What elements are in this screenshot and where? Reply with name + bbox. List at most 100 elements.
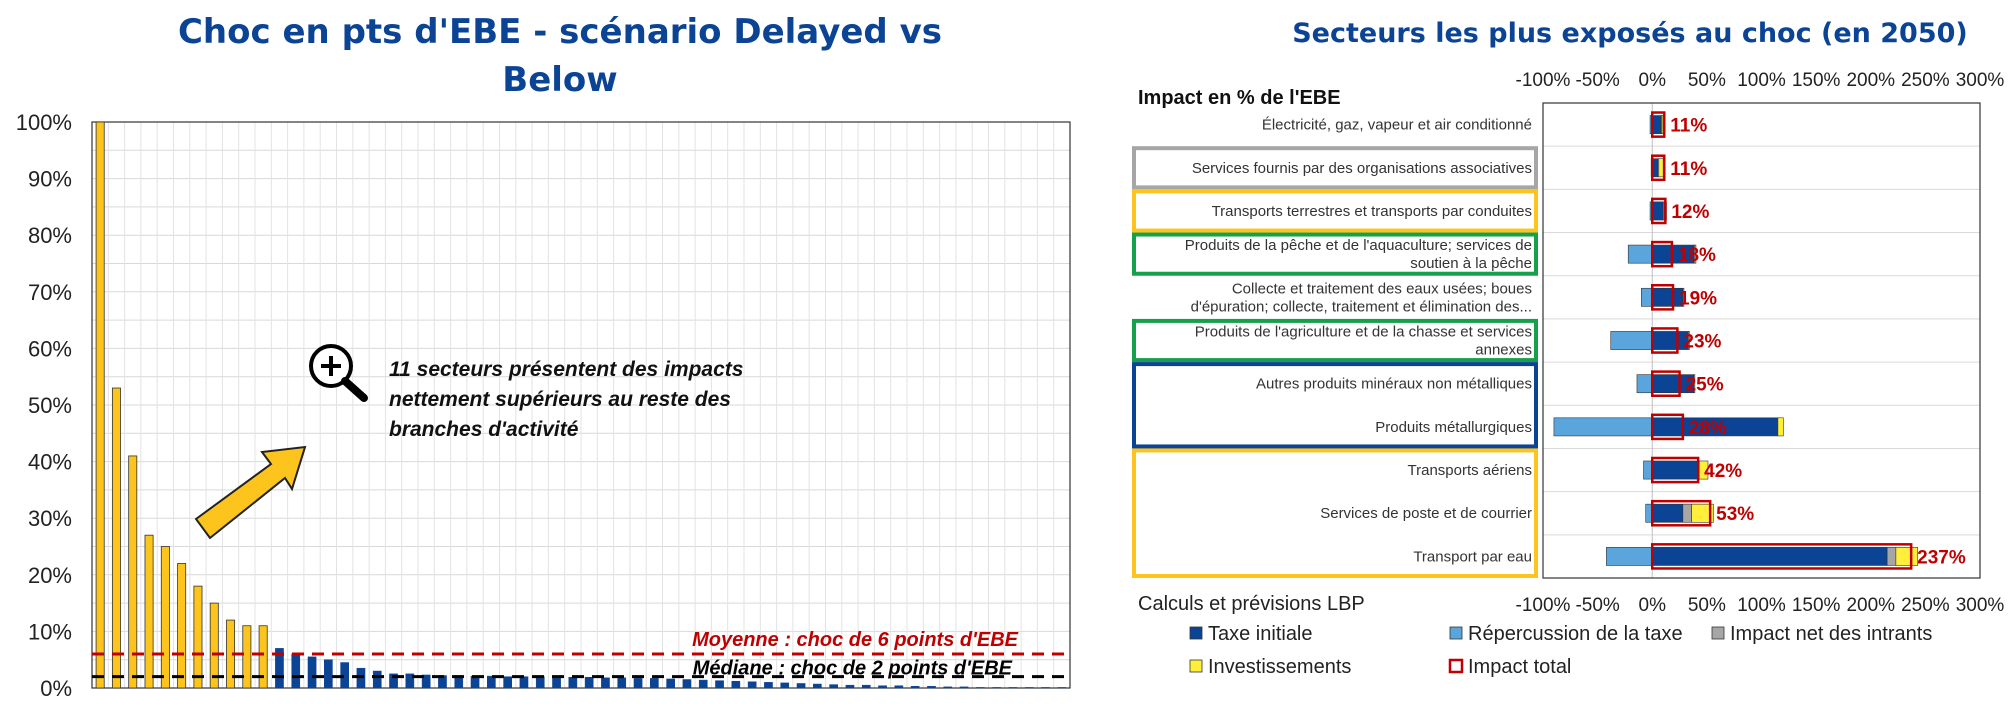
right-x-tick-label-top: 50% [1688,70,1726,91]
left-bar [861,684,871,689]
total-impact-label: 42% [1704,461,1742,482]
left-title-line-1: Choc en pts d'EBE - scénario Delayed vs [177,12,943,52]
magnifier-plus-icon [309,344,368,402]
left-bar [796,683,806,689]
total-impact-box [1651,240,1674,268]
stacked-segment [1777,417,1784,437]
right-x-tick-label-top: 300% [1956,70,2005,91]
stacked-segment [1682,287,1685,307]
sector-label: Produits de la pêche et de l'aquaculture… [1185,237,1532,254]
stacked-segment [1688,331,1690,350]
arrow-icon [194,445,307,540]
total-impact-label: 237% [1917,547,1966,568]
left-bar [894,685,904,689]
legend-label: Investissements [1208,656,1351,678]
right-x-tick-label-bottom: 300% [1956,595,2005,616]
median-line-label: Médiane : choc de 2 points d'EBE [693,658,1013,680]
stacked-segment [1641,287,1653,307]
left-y-tick-label: 70% [28,280,72,305]
left-bar [568,676,578,689]
left-bar [193,585,203,689]
left-y-tick-label: 40% [28,450,72,475]
right-x-tick-label-bottom: 200% [1846,595,1895,616]
sector-label: d'épuration; collecte, traitement et éli… [1191,298,1532,315]
left-bar [780,682,790,689]
left-bar [666,678,675,689]
left-y-tick-label: 100% [16,110,72,135]
stacked-segment [1553,417,1653,437]
total-impact-label: 11% [1670,159,1707,180]
left-bar [992,687,1001,689]
stacked-segment [1658,158,1664,178]
source-note: Calculs et prévisions LBP [1138,593,1365,615]
sector-label: Transports terrestres et transports par … [1212,203,1532,220]
stacked-segment [1682,503,1692,523]
left-bar [421,674,431,689]
left-bar [405,673,415,689]
left-bar [209,602,219,689]
left-bar [372,670,382,689]
left-bar [682,679,692,689]
left-bar [650,678,659,689]
stacked-segment [1694,244,1697,264]
annotation-line: nettement supérieurs au reste des [389,388,731,411]
total-impact-box [1651,284,1675,311]
annotation-line: branches d'activité [389,418,579,441]
right-x-tick-label-bottom: 150% [1792,595,1841,616]
left-title-line-2: Below [502,60,618,100]
stacked-segment [1895,547,1919,566]
left-bar [275,648,284,689]
stacked-segment [1636,374,1653,394]
left-y-tick-label: 60% [28,336,72,361]
left-bar [976,687,985,689]
total-impact-label: 53% [1716,504,1754,525]
right-x-tick-label-bottom: 0% [1639,595,1667,616]
left-plot-frame [91,121,1071,689]
left-bar [128,455,138,689]
right-x-tick-label-top: -50% [1575,70,1619,91]
left-bar [144,534,154,689]
sector-label: Transport par eau [1413,548,1532,565]
left-bar [1008,687,1018,689]
sector-label: soutien à la pêche [1410,255,1532,272]
total-impact-label: 11% [1670,116,1707,137]
left-bar [535,676,545,689]
sector-group-box [1132,318,1538,363]
total-impact-box [1651,197,1667,225]
sector-label: Transports aériens [1408,462,1533,479]
legend-swatch [1448,658,1464,674]
legend-label: Impact net des intrants [1730,623,1932,645]
left-bar [747,681,757,689]
left-bar [715,680,724,689]
sector-group-box [1132,232,1538,276]
left-bar [617,677,627,689]
left-bar [258,625,268,689]
legend-swatch [1189,626,1203,640]
left-bar [633,678,643,689]
stacked-segment [1627,244,1653,264]
legend-label: Taxe initiale [1208,623,1313,645]
left-y-tick-label: 50% [28,393,72,418]
left-bar [764,682,773,689]
right-x-tick-label-top: 200% [1846,70,1895,91]
left-bar [487,675,496,689]
total-impact-label: 28% [1689,418,1727,439]
stacked-segment [1610,331,1653,350]
stacked-segment [1693,374,1696,394]
left-bar [584,676,594,689]
right-x-tick-label-bottom: -100% [1516,595,1571,616]
left-y-tick-label: 30% [28,506,72,531]
total-impact-label: 25% [1686,375,1724,396]
left-bar [878,685,887,689]
total-impact-box [1651,370,1681,398]
total-impact-box [1651,456,1700,484]
stacked-segment [1651,460,1699,480]
left-bar [813,683,822,689]
right-x-tick-label-bottom: -50% [1575,595,1619,616]
right-x-tick-label-bottom: 250% [1901,595,1950,616]
total-impact-box [1651,111,1666,138]
total-impact-box [1651,543,1913,570]
sector-label: annexes [1475,342,1532,359]
left-bar [829,684,838,689]
right-x-tick-label-top: 100% [1737,70,1786,91]
